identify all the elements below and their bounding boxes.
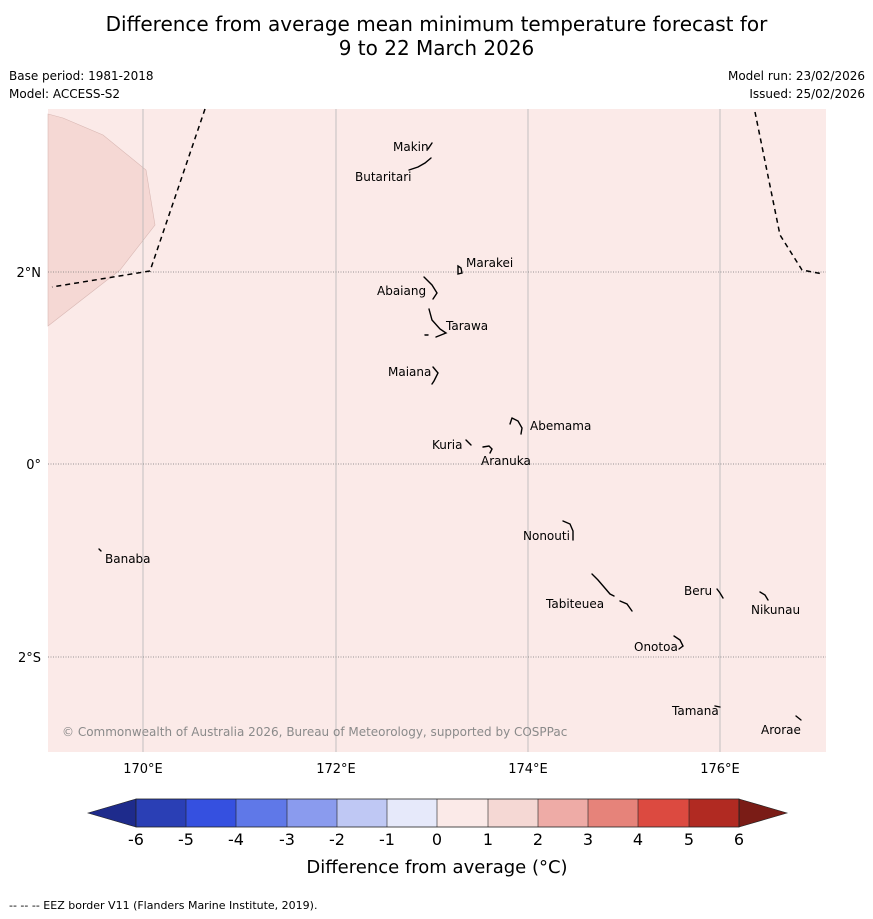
colorbar-extend-high [738,798,789,828]
eez-footnote: -- -- -- EEZ border V11 (Flanders Marine… [9,899,318,912]
colorbar-dividers [185,799,690,827]
place-labels: Makin Butaritari Marakei Abaiang Tarawa … [105,140,801,737]
label-marakei: Marakei [466,256,513,270]
islands [98,142,802,721]
lon-label-174: 174°E [508,762,548,777]
label-abaiang: Abaiang [377,284,426,298]
label-onotoa: Onotoa [634,640,678,654]
label-butaritari: Butaritari [355,170,412,184]
colorbar-tick: 6 [734,830,744,849]
colorbar-bin-4 [287,799,337,827]
colorbar-extend-low [86,798,137,828]
island-abaiang [423,276,438,300]
lat-label-2n: 2°N [17,266,42,281]
lat-axis-labels: 2°N 0° 2°S [17,266,42,666]
island-maiana [431,366,439,385]
colorbar-tick: 4 [633,830,643,849]
colorbar-tick: -4 [228,830,244,849]
parallels [48,271,826,658]
label-aranuka: Aranuka [481,454,531,468]
map-background [48,109,826,752]
colorbar-tick: 2 [533,830,543,849]
island-tarawa [428,308,448,338]
warm-anomaly-patch [47,113,156,327]
island-nikunau [759,591,769,601]
label-beru: Beru [684,584,712,598]
colorbar-tick: -3 [279,830,295,849]
label-arorae: Arorae [761,723,801,737]
island-beru [716,588,724,599]
colorbar-bin-1 [136,799,186,827]
eez-borders [51,108,824,288]
colorbar-tick: -1 [379,830,395,849]
island-arorae [795,715,802,721]
colorbar-tick: -5 [178,830,194,849]
model-run: Model run: 23/02/2026 [727,69,865,83]
label-tarawa: Tarawa [445,319,488,333]
colorbar-tick: 0 [432,830,442,849]
meta-right: Model run: 23/02/2026 Issued: 25/02/2026 [728,67,865,103]
island-aranuka [482,445,493,454]
colorbar-bin-11 [638,799,689,827]
meridians [142,109,721,752]
colorbar-tick: 1 [483,830,493,849]
label-maiana: Maiana [388,365,431,379]
label-nonouti: Nonouti [523,529,570,543]
colorbar-tick: -2 [329,830,345,849]
lon-label-176: 176°E [700,762,740,777]
eez-border-east [754,111,824,275]
island-tabiteuea [591,573,633,612]
colorbar-bin-12 [689,799,739,827]
title-line-1: Difference from average mean minimum tem… [105,12,768,36]
title-line-2: 9 to 22 March 2026 [338,36,535,60]
colorbar-tick: -6 [128,830,144,849]
label-kuria: Kuria [432,438,463,452]
lon-label-172: 172°E [316,762,356,777]
colorbar-bin-6 [387,799,437,827]
lat-label-0: 0° [26,458,41,473]
label-banaba: Banaba [105,552,151,566]
colorbar-bin-10 [588,799,638,827]
colorbar-bin-8 [488,799,538,827]
lat-label-2s: 2°S [18,651,41,666]
colorbar-label: Difference from average (°C) [306,857,567,878]
island-abemama [509,417,523,435]
colorbar-bin-2 [186,799,236,827]
label-nikunau: Nikunau [751,603,800,617]
label-abemama: Abemama [530,419,591,433]
colorbar-tick: 5 [684,830,694,849]
colorbar-bin-5 [337,799,387,827]
lon-axis-labels: 170°E 172°E 174°E 176°E [123,762,740,777]
colorbar-ticks: -6 -5 -4 -3 -2 -1 0 1 2 3 4 5 6 [128,830,744,849]
island-onotoa [673,635,684,650]
island-banaba [98,548,102,552]
island-makin [427,142,433,150]
label-tamana: Tamana [671,704,719,718]
map-title: Difference from average mean minimum tem… [0,12,873,60]
copyright-notice: © Commonwealth of Australia 2026, Bureau… [62,725,567,739]
island-marakei [457,264,463,275]
colorbar-bin-7 [437,799,488,827]
island-tamana [714,705,721,708]
island-nonouti [562,520,574,541]
island-butaritari [408,157,432,171]
issued-date: Issued: 25/02/2026 [749,87,865,101]
model-name: Model: ACCESS-S2 [9,87,121,101]
label-tabiteuea: Tabiteuea [545,597,604,611]
label-makin: Makin [393,140,429,154]
eez-border-west [51,108,206,288]
colorbar: -6 -5 -4 -3 -2 -1 0 1 2 3 4 5 6 Differen… [86,798,789,878]
meta-left: Base period: 1981-2018 Model: ACCESS-S2 [9,67,154,103]
colorbar-bin-9 [538,799,588,827]
colorbar-tick: 3 [583,830,593,849]
colorbar-frame [135,798,740,828]
base-period: Base period: 1981-2018 [9,69,154,83]
colorbar-bin-3 [236,799,287,827]
lon-label-170: 170°E [123,762,163,777]
island-kuria [465,439,472,446]
